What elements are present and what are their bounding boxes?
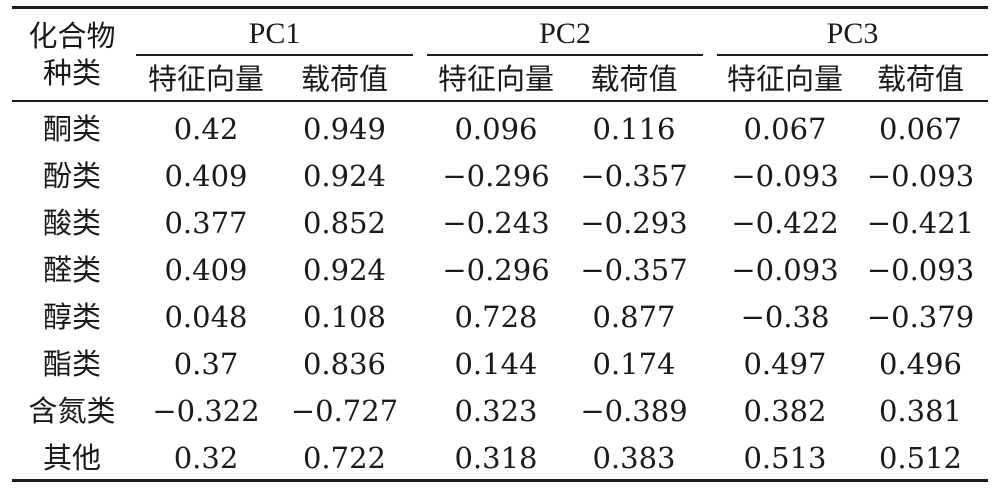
row-label: 其他 <box>42 441 101 475</box>
table-cell: −0.421 <box>866 206 975 240</box>
table-cell: 0.382 <box>743 394 827 428</box>
corner-label-line2: 种类 <box>42 56 101 90</box>
table-cell: −0.38 <box>740 300 830 334</box>
corner-label-line1: 化合物 <box>28 19 116 53</box>
row-label: 酯类 <box>42 347 101 381</box>
table-cell: 0.728 <box>454 300 538 334</box>
table-cell: −0.296 <box>442 159 550 193</box>
bottom-rule <box>12 479 988 482</box>
table-cell: −0.296 <box>442 253 550 287</box>
table-cell: −0.243 <box>442 206 550 240</box>
table-cell: −0.093 <box>866 159 975 193</box>
subheader-pc3-loading: 载荷值 <box>876 62 964 96</box>
table-cell: 0.924 <box>302 159 387 193</box>
row-label: 醛类 <box>42 253 101 287</box>
subheader-pc3-eigenvector: 特征向量 <box>726 62 843 96</box>
table-cell: 0.409 <box>164 253 248 287</box>
table-cell: 0.42 <box>173 112 239 146</box>
group-header-pc1: PC1 <box>248 17 301 50</box>
table-cell: 0.377 <box>164 206 248 240</box>
table-cell: 0.067 <box>743 112 827 146</box>
table-cell: 0.497 <box>743 347 827 381</box>
pc3-group-rule <box>717 54 988 56</box>
table-cell: 0.048 <box>164 300 248 334</box>
table-cell: 0.116 <box>592 112 676 146</box>
row-label: 酮类 <box>42 112 101 146</box>
table-cell: 0.318 <box>454 441 538 475</box>
table-cell: 0.409 <box>164 159 248 193</box>
table-cell: 0.924 <box>302 253 387 287</box>
table-cell: −0.357 <box>580 253 688 287</box>
subheader-pc2-eigenvector: 特征向量 <box>437 62 554 96</box>
table-cell: −0.389 <box>580 394 688 428</box>
table-cell: 0.852 <box>302 206 387 240</box>
table-cell: −0.093 <box>731 159 839 193</box>
table-cell: 0.381 <box>878 394 963 428</box>
table-cell: −0.379 <box>866 300 975 334</box>
table-cell: 0.108 <box>302 300 387 334</box>
table-cell: 0.32 <box>173 441 239 475</box>
table-cell: −0.322 <box>152 394 260 428</box>
table-cell: 0.323 <box>454 394 538 428</box>
top-rule <box>12 6 988 9</box>
pc1-group-rule <box>136 54 413 56</box>
table-cell: −0.357 <box>580 159 688 193</box>
pc2-group-rule <box>427 54 703 56</box>
table-cell: 0.096 <box>454 112 538 146</box>
row-label: 含氮类 <box>28 394 116 428</box>
table-cell: 0.722 <box>302 441 387 475</box>
table-cell: −0.093 <box>731 253 839 287</box>
table-cell: 0.174 <box>592 347 676 381</box>
group-header-pc3: PC3 <box>826 17 879 50</box>
row-label: 酸类 <box>42 206 101 240</box>
table-cell: 0.836 <box>302 347 387 381</box>
row-label: 醇类 <box>42 300 101 334</box>
table-cell: −0.727 <box>290 394 399 428</box>
table-cell: 0.513 <box>743 441 827 475</box>
subheader-pc1-eigenvector: 特征向量 <box>147 62 264 96</box>
table-cell: 0.144 <box>454 347 538 381</box>
table-cell: 0.877 <box>592 300 676 334</box>
table-cell: 0.37 <box>173 347 239 381</box>
table-cell: 0.949 <box>302 112 387 146</box>
table-cell: 0.383 <box>592 441 676 475</box>
table-cell: 0.067 <box>878 112 963 146</box>
table-cell: −0.422 <box>731 206 839 240</box>
table-cell: 0.496 <box>878 347 963 381</box>
row-label: 酚类 <box>42 159 101 193</box>
table-cell: −0.293 <box>580 206 688 240</box>
subheader-pc2-loading: 载荷值 <box>590 62 678 96</box>
table-cell: −0.093 <box>866 253 975 287</box>
group-header-pc2: PC2 <box>539 17 591 50</box>
header-bottom-rule <box>12 100 988 102</box>
subheader-pc1-loading: 载荷值 <box>300 62 388 96</box>
table-cell: 0.512 <box>878 441 963 475</box>
